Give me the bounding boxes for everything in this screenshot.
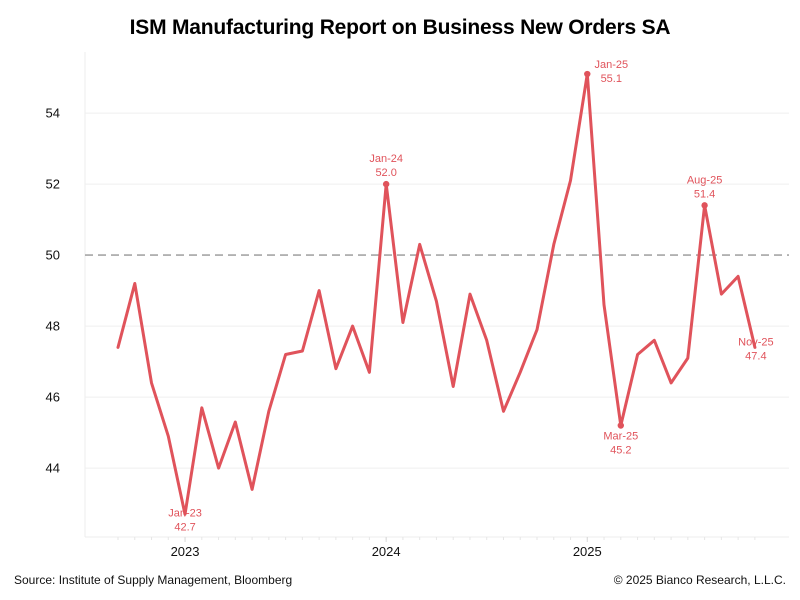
annotation-date: Aug-25: [687, 174, 722, 186]
annotation-value: 52.0: [375, 167, 396, 179]
annotation-value: 55.1: [601, 73, 622, 85]
annotation-date: Nov-25: [738, 336, 773, 348]
x-tick-label: 2025: [573, 544, 602, 559]
y-tick-label: 52: [46, 177, 60, 192]
copyright-note: © 2025 Bianco Research, L.L.C.: [613, 573, 786, 587]
annotation-value: 51.4: [694, 188, 715, 200]
annotation-value: 47.4: [745, 350, 766, 362]
annotations: Jan-23 42.7 Jan-24 52.0 Jan-25 55.1 Mar-25 45.2…: [168, 59, 773, 533]
y-tick-label: 44: [46, 461, 60, 476]
x-axis: 2023 2024 2025: [117, 537, 756, 559]
annotation-marker: [617, 422, 624, 429]
annotation-value: 42.7: [174, 521, 195, 533]
annotation-date: Jan-25: [594, 59, 628, 71]
annotation-value: 45.2: [610, 445, 631, 457]
y-tick-label: 54: [46, 106, 60, 121]
y-axis: 44 46 48 50 52 54: [46, 106, 60, 476]
series-line: [116, 72, 757, 516]
annotation-date: Jan-24: [369, 153, 403, 165]
y-tick-label: 46: [46, 390, 60, 405]
annotation-marker: [701, 202, 708, 209]
annotation-marker: [382, 180, 390, 188]
grid: [84, 52, 789, 538]
x-tick-label: 2023: [171, 544, 200, 559]
y-tick-label: 48: [46, 319, 60, 334]
chart-title: ISM Manufacturing Report on Business New…: [129, 16, 671, 39]
x-tick-label: 2024: [372, 544, 401, 559]
annotation-date: Mar-25: [603, 431, 638, 443]
series-group: [116, 72, 757, 516]
source-note: Source: Institute of Supply Management, …: [14, 573, 293, 587]
y-tick-label: 50: [46, 248, 60, 263]
annotation-date: Jan-23: [168, 507, 202, 519]
annotation-marker: [584, 70, 591, 78]
